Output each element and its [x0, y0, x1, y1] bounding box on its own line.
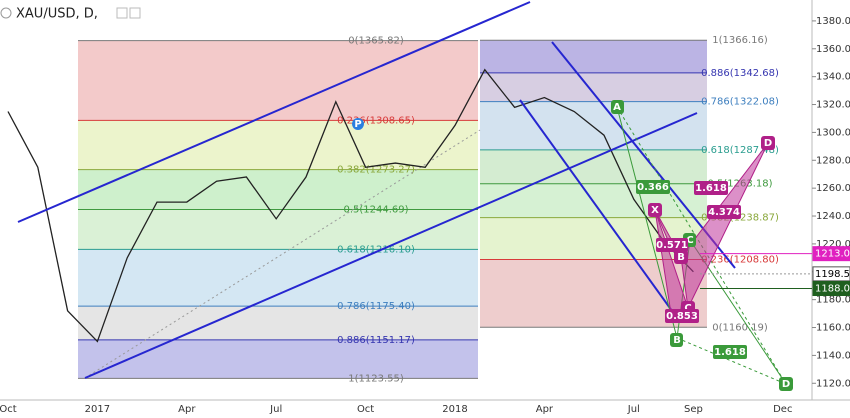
label-box	[611, 100, 624, 114]
y-tick-label: 1300.00	[816, 127, 850, 138]
pattern-line	[616, 106, 787, 385]
label-box	[670, 333, 683, 347]
x-tick-label: Oct	[357, 404, 374, 415]
label-box	[761, 136, 775, 150]
fib-label: 0(1365.82)	[348, 36, 404, 47]
label-box	[694, 181, 728, 195]
fib-band	[480, 40, 707, 73]
channel-line	[519, 99, 681, 323]
fib-label: 0.236(1208.80)	[701, 255, 779, 266]
pattern-label: 0.853	[666, 311, 698, 322]
pattern-label: 1.618	[695, 183, 727, 194]
pattern-label: A	[613, 102, 621, 113]
x-tick-label: Oct	[0, 404, 17, 415]
price-tag-label: 1198.51	[815, 269, 850, 280]
fib-label: 1(1123.55)	[348, 373, 404, 384]
x-tick-label: Apr	[536, 404, 554, 415]
fib-label: 0(1160.19)	[712, 322, 768, 333]
fib-band	[78, 306, 478, 340]
y-tick-label: 1220.00	[816, 239, 850, 250]
pattern-label: 0.366	[637, 182, 669, 193]
pattern-label: C	[686, 235, 693, 246]
icon	[0, 7, 12, 19]
y-tick-label: 1360.00	[816, 44, 850, 55]
fib-label: 0.382(1273.27)	[337, 165, 415, 176]
pattern-label: B	[677, 252, 685, 263]
label-box	[636, 180, 670, 194]
y-tick-label: 1320.00	[816, 100, 850, 111]
y-tick-label: 1340.00	[816, 72, 850, 83]
pattern-label: 0.571	[656, 240, 688, 251]
channel-line	[17, 1, 531, 223]
pattern-label: 4.374	[708, 207, 740, 218]
label-box	[707, 205, 741, 219]
price-tag-label: 1188.00	[815, 284, 850, 295]
x-tick-label: Jul	[269, 404, 282, 415]
y-tick-label: 1140.00	[816, 350, 850, 361]
icon-button[interactable]	[116, 7, 128, 19]
fib-label: 0.886(1342.68)	[701, 68, 779, 79]
x-tick-label: Sep	[684, 404, 703, 415]
fib-band	[480, 101, 707, 150]
icon-button[interactable]	[129, 7, 141, 19]
fib-label: 0.786(1175.40)	[337, 301, 415, 312]
fib-band	[78, 120, 478, 170]
pattern-label: D	[764, 138, 772, 149]
magenta-pattern	[654, 142, 769, 321]
fib-band	[78, 249, 478, 307]
annotations: A 0.366 C B 1.618 D D 1.618 X 4.374 0.57…	[352, 100, 793, 391]
fib-band	[480, 149, 707, 184]
label-box	[674, 250, 688, 264]
fib-band	[78, 339, 478, 379]
label-box	[648, 203, 662, 217]
pivot-label: P	[354, 119, 361, 130]
fib-label: 0.236(1308.65)	[337, 115, 415, 126]
x-tick-label: Jul	[627, 404, 640, 415]
y-tick-label: 1160.00	[816, 323, 850, 334]
pattern-label: D	[782, 379, 790, 390]
y-tick-label: 1260.00	[816, 183, 850, 194]
y-tick-label: 1280.00	[816, 155, 850, 166]
fib-label: 0.786(1322.08)	[701, 97, 779, 108]
y-tick-label: 1120.00	[816, 378, 850, 389]
y-tick-label: 1180.00	[816, 295, 850, 306]
price-line	[7, 68, 694, 343]
label-box	[665, 309, 699, 323]
fib-label: 0.618(1216.10)	[337, 244, 415, 255]
channel-line	[84, 112, 698, 379]
y-tick-label: 1240.00	[816, 211, 850, 222]
x-tick-label: Apr	[178, 404, 196, 415]
pivot-marker	[352, 118, 364, 130]
pattern-label: 1.618	[714, 347, 746, 358]
pattern-shape	[680, 142, 769, 310]
pattern-label: C	[684, 303, 691, 314]
price-tag-label: 1213.00	[815, 249, 850, 260]
price-tag	[812, 246, 850, 262]
price-tag	[812, 281, 850, 297]
label-box	[656, 238, 688, 252]
fib-band	[78, 169, 478, 210]
pattern-label: B	[673, 335, 681, 346]
x-tick-label: 2017	[85, 404, 110, 415]
x-tick-label: 2018	[442, 404, 467, 415]
fib-label: 1(1366.16)	[712, 35, 768, 46]
y-tick-label: 1380.00	[816, 16, 850, 27]
pattern-line	[676, 337, 787, 385]
fib-band	[78, 40, 478, 121]
x-tick-label: Dec	[773, 404, 792, 415]
fib-label: 0.886(1151.17)	[337, 335, 415, 346]
fib-label: 0.5(1244.69)	[343, 204, 408, 215]
fib-band	[480, 72, 707, 102]
chart-title: XAU/USD, D,	[16, 7, 98, 22]
label-box	[779, 377, 793, 391]
label-box	[713, 345, 747, 359]
pattern-label: X	[651, 205, 659, 216]
price-tag	[812, 266, 850, 282]
fib-label: 0.618(1287.48)	[701, 145, 779, 156]
title-bg	[0, 0, 160, 24]
